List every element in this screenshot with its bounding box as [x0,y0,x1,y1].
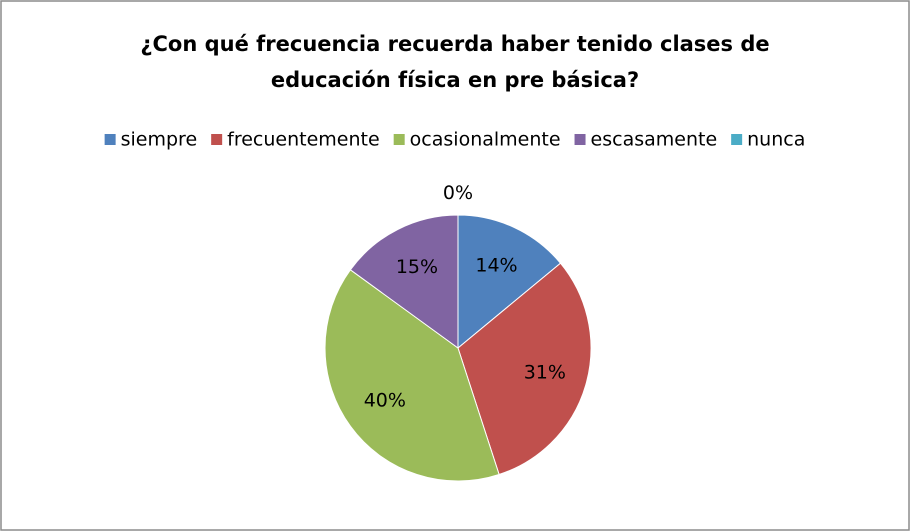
data-label: 15% [396,256,438,278]
legend-label: nunca [747,129,805,151]
pie-slice [457,262,592,476]
pie-slice [457,214,562,350]
pie-slice [349,214,459,349]
legend-label: frecuentemente [227,129,380,151]
chart-title: ¿Con qué frecuencia recuerda haber tenid… [140,32,770,92]
data-label: 31% [524,362,566,384]
data-label: 0% [443,182,473,204]
legend-swatch [574,134,586,145]
legend-swatch [393,134,405,145]
legend-swatch [104,134,116,145]
legend-label: escasamente [591,129,718,151]
legend-swatch [211,134,223,145]
legend-swatch [731,134,743,145]
legend-label: ocasionalmente [410,129,561,151]
data-label: 14% [475,255,517,277]
pie-slice [324,269,500,482]
data-label: 40% [364,390,406,412]
legend-label: siempre [121,129,198,151]
